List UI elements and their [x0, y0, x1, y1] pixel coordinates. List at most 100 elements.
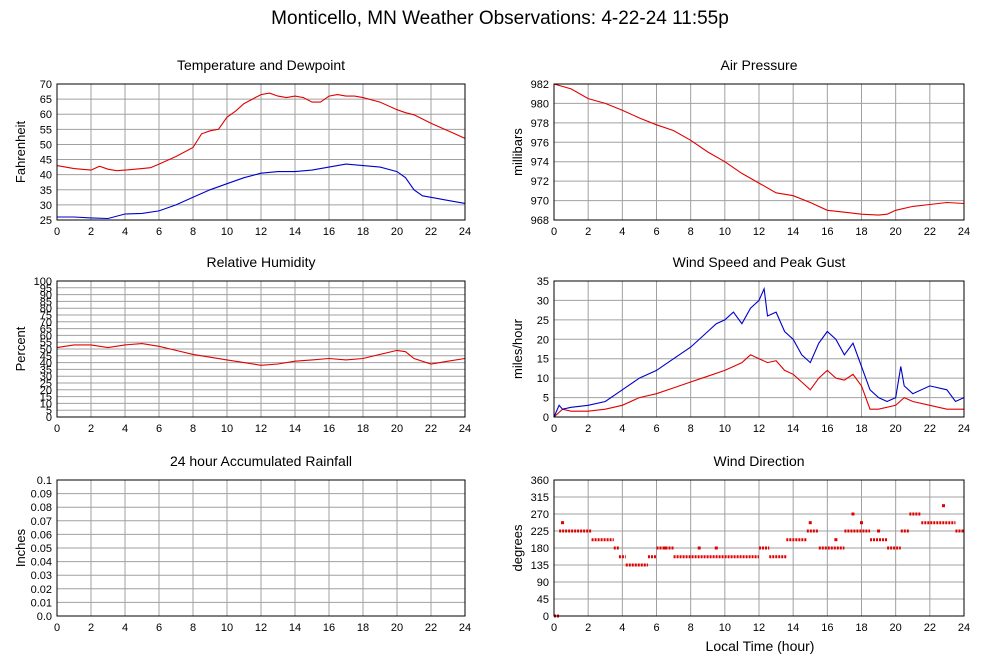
y-tick-label: 55: [40, 337, 52, 349]
x-tick-label: 22: [425, 423, 437, 435]
y-tick-label: 20: [40, 385, 52, 397]
y-tick-label: 0.1: [37, 475, 52, 487]
y-axis-label: degrees: [510, 524, 525, 571]
y-tick-label: 970: [531, 196, 549, 208]
x-tick-label: 16: [323, 622, 335, 634]
x-tick-label: 18: [855, 423, 867, 435]
chart-title: Relative Humidity: [207, 254, 316, 270]
x-tick-label: 22: [924, 622, 936, 634]
x-tick-label: 2: [88, 423, 94, 435]
y-tick-label: 270: [531, 509, 549, 521]
y-tick-label: 50: [40, 139, 52, 151]
y-tick-label: 35: [40, 364, 52, 376]
direction-point: [877, 529, 881, 533]
y-tick-label: 90: [40, 290, 52, 302]
x-tick-label: 0: [551, 226, 557, 238]
x-tick-label: 0: [54, 622, 60, 634]
x-tick-label: 2: [585, 226, 591, 238]
x-tick-label: 10: [221, 226, 233, 238]
x-tick-label: 12: [255, 622, 267, 634]
direction-point: [663, 546, 667, 550]
y-tick-label: 15: [40, 392, 52, 404]
y-tick-label: 315: [531, 492, 549, 504]
x-tick-label: 22: [425, 226, 437, 238]
x-tick-label: 12: [753, 423, 765, 435]
series-line-2: [57, 163, 466, 220]
x-tick-label: 20: [890, 226, 902, 238]
x-tick-label: 8: [688, 423, 694, 435]
x-tick-label: 16: [821, 226, 833, 238]
chart-title: Temperature and Dewpoint: [177, 57, 345, 73]
y-tick-label: 180: [531, 543, 549, 555]
y-tick-label: 10: [537, 373, 549, 385]
y-tick-label: 65: [40, 324, 52, 336]
x-tick-label: 8: [688, 622, 694, 634]
y-tick-label: 0: [46, 412, 52, 424]
plot-frame: [553, 479, 965, 617]
x-tick-label: 14: [787, 423, 799, 435]
direction-point: [942, 504, 945, 508]
y-tick-label: 5: [543, 393, 549, 405]
y-tick-label: 968: [531, 215, 549, 227]
y-tick-label: 0.04: [31, 557, 52, 569]
y-tick-label: 978: [531, 118, 549, 130]
x-tick-label: 4: [619, 622, 625, 634]
x-tick-label: 16: [821, 423, 833, 435]
x-tick-label: 10: [719, 622, 731, 634]
y-tick-label: 30: [40, 371, 52, 383]
x-tick-label: 2: [585, 423, 591, 435]
x-tick-label: 14: [289, 622, 301, 634]
plot-frame: [56, 83, 466, 221]
y-tick-label: 20: [537, 334, 549, 346]
direction-point: [808, 521, 812, 525]
y-tick-label: 45: [40, 155, 52, 167]
y-tick-label: 972: [531, 176, 549, 188]
plot-frame: [553, 280, 965, 418]
y-tick-label: 45: [537, 594, 549, 606]
y-tick-label: 25: [40, 378, 52, 390]
y-tick-label: 25: [537, 315, 549, 327]
x-tick-label: 8: [190, 226, 196, 238]
y-tick-label: 360: [531, 475, 549, 487]
x-tick-label: 24: [958, 622, 970, 634]
direction-point: [714, 546, 718, 550]
x-tick-label: 16: [323, 423, 335, 435]
series-line-1: [56, 343, 466, 366]
x-tick-label: 24: [958, 423, 970, 435]
direction-point: [834, 538, 838, 542]
x-tick-label: 8: [190, 423, 196, 435]
y-tick-label: 35: [40, 185, 52, 197]
y-tick-label: 30: [537, 295, 549, 307]
y-tick-label: 982: [531, 79, 549, 91]
x-tick-label: 18: [357, 622, 369, 634]
x-tick-label: 4: [619, 226, 625, 238]
x-tick-label: 24: [459, 226, 471, 238]
y-tick-label: 976: [531, 137, 549, 149]
plot-frame: [553, 83, 965, 221]
x-tick-label: 14: [289, 226, 301, 238]
x-tick-label: 2: [88, 622, 94, 634]
y-tick-label: 30: [40, 200, 52, 212]
x-tick-label: 20: [391, 622, 403, 634]
y-tick-label: 0.0: [37, 611, 52, 623]
x-tick-label: 6: [156, 226, 162, 238]
x-tick-label: 4: [122, 423, 128, 435]
x-tick-label: 6: [653, 423, 659, 435]
series-line-1: [56, 92, 466, 172]
y-tick-label: 70: [40, 317, 52, 329]
y-tick-label: 45: [40, 351, 52, 363]
x-tick-label: 6: [156, 423, 162, 435]
series-line-1: [553, 83, 965, 216]
chart-title: Wind Direction: [713, 453, 804, 469]
x-tick-label: 12: [753, 622, 765, 634]
x-tick-label: 6: [653, 622, 659, 634]
chart-title: Air Pressure: [720, 57, 797, 73]
y-tick-label: 90: [537, 577, 549, 589]
x-tick-label: 18: [855, 622, 867, 634]
y-tick-label: 0.03: [31, 570, 52, 582]
y-tick-label: 70: [40, 79, 52, 91]
